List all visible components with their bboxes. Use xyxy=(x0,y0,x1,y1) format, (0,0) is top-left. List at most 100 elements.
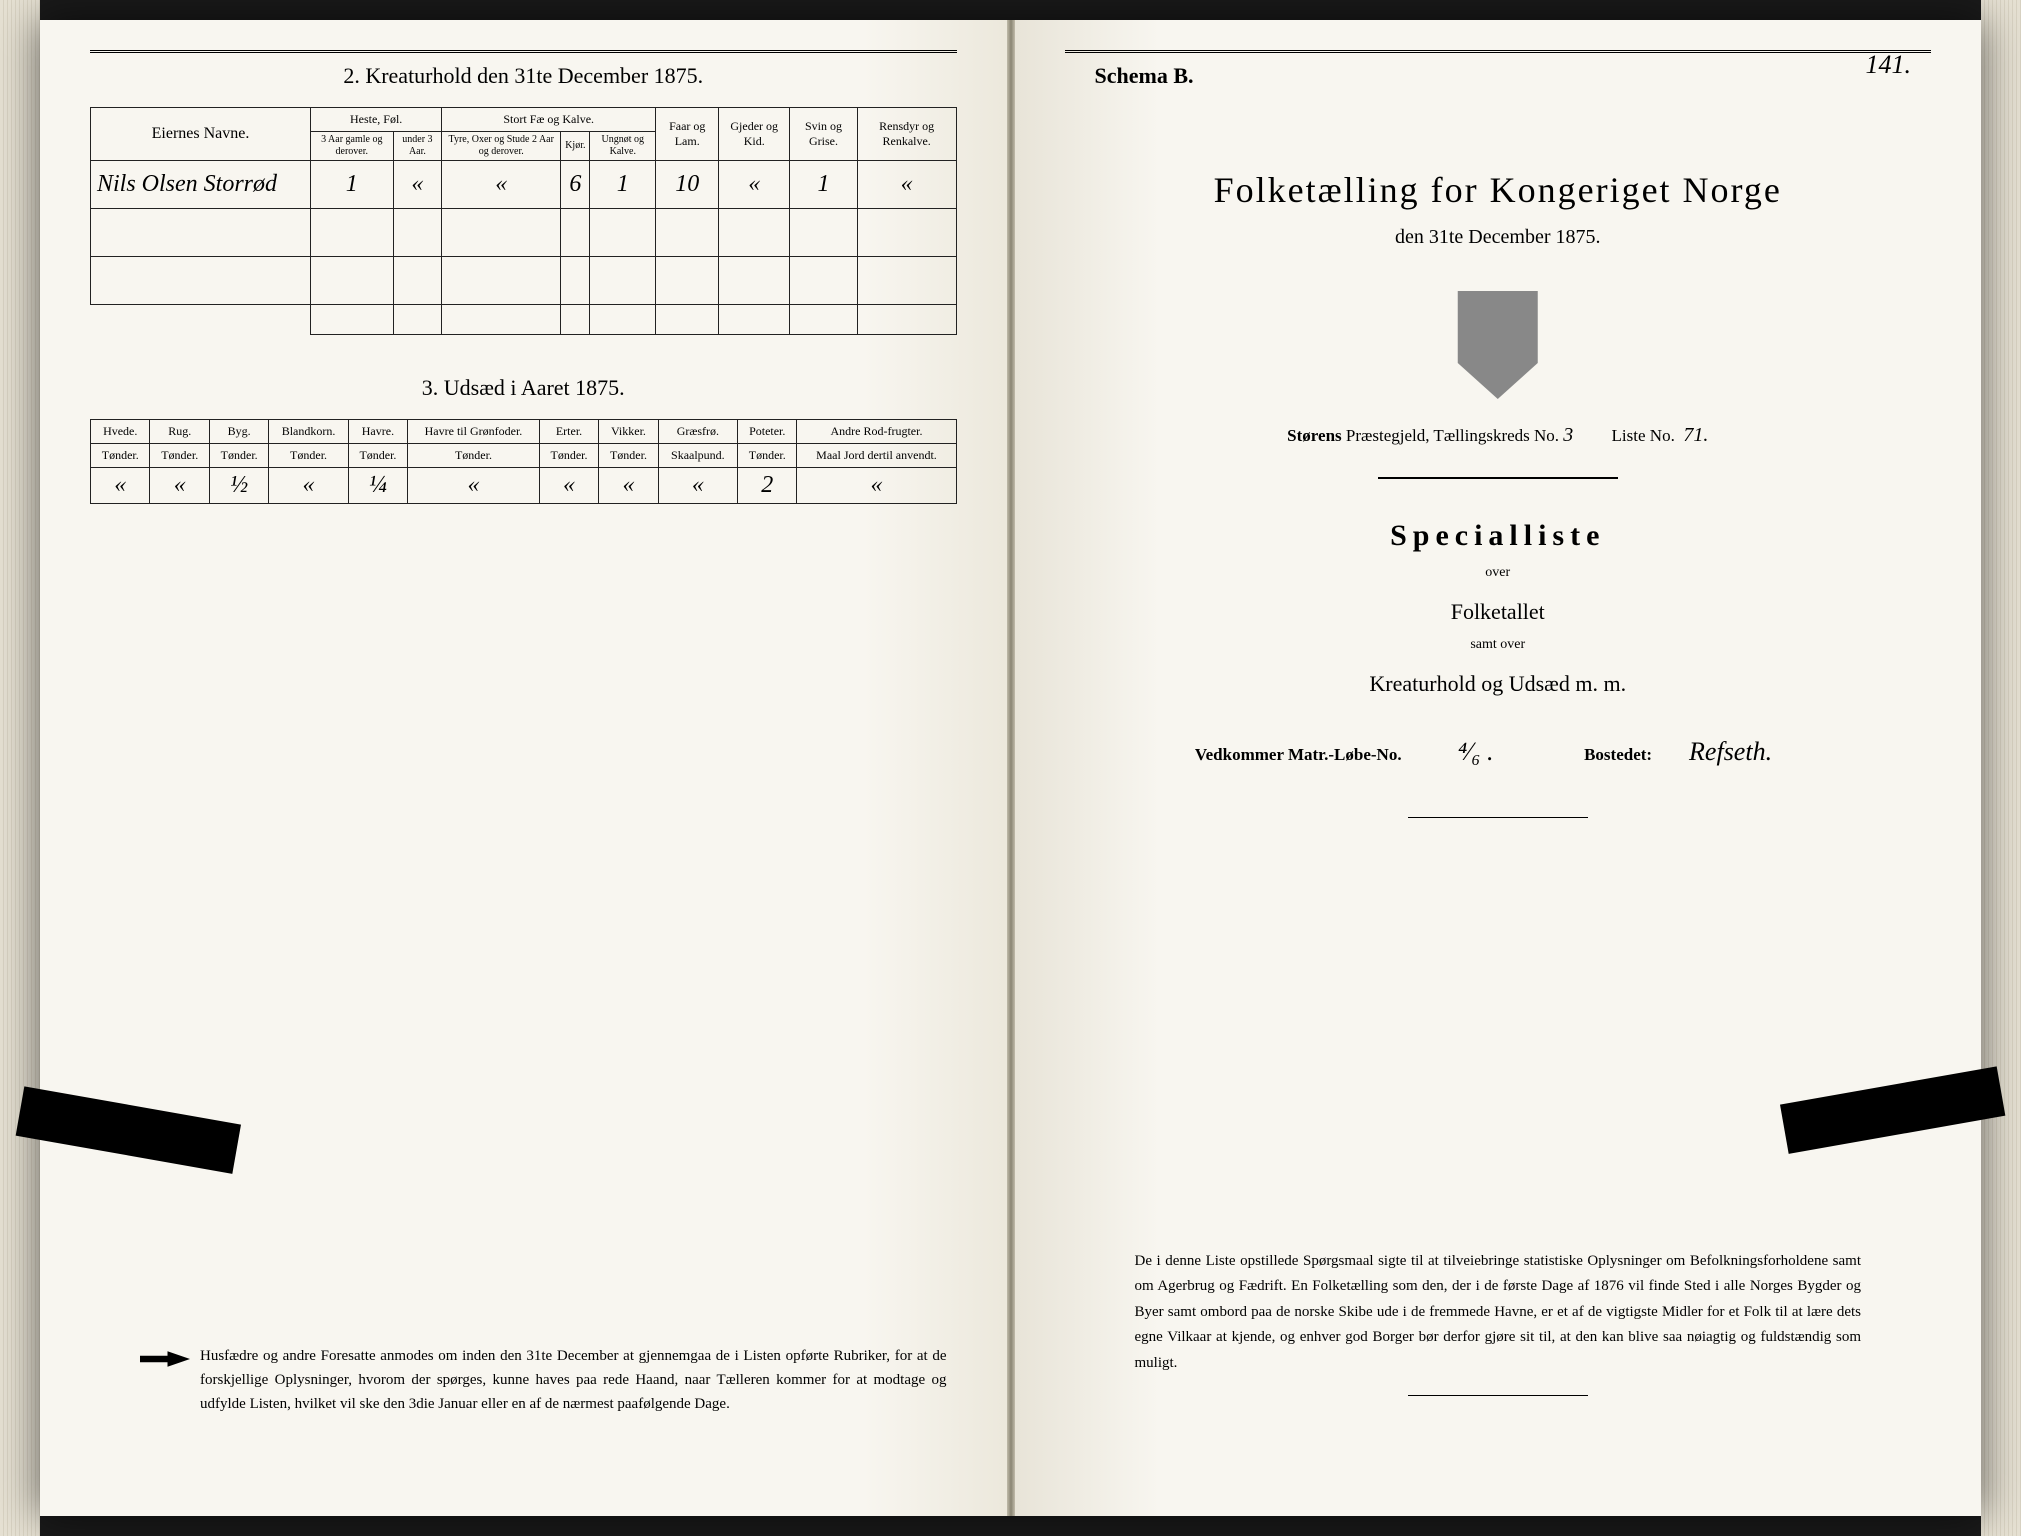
col-goat: Gjeder og Kid. xyxy=(719,108,790,161)
cell: « xyxy=(658,468,737,504)
table-row xyxy=(91,257,957,305)
col-root: Andre Rod-frugter. xyxy=(797,420,956,444)
matr-number: ⁴⁄₆ . xyxy=(1406,737,1546,767)
col-rye: Rug. xyxy=(150,420,209,444)
over-label: over xyxy=(1065,565,1932,581)
unit: Tønder. xyxy=(599,444,658,468)
col-grass: Græsfrø. xyxy=(658,420,737,444)
cell: ¼ xyxy=(348,468,407,504)
cell: « xyxy=(393,161,442,209)
schema-label: Schema B. xyxy=(1095,63,1932,89)
table-row-total xyxy=(91,305,957,335)
col-greenoats: Havre til Grønfoder. xyxy=(408,420,540,444)
sub-cattle3: Ungnøt og Kalve. xyxy=(590,132,656,161)
cell: « xyxy=(408,468,540,504)
cell: « xyxy=(91,468,150,504)
grp-cattle: Stort Fæ og Kalve. xyxy=(442,108,656,132)
book-spread: 2. Kreaturhold den 31te December 1875. E… xyxy=(40,20,1981,1516)
unit: Tønder. xyxy=(269,444,348,468)
book-edge-right xyxy=(1981,0,2021,1536)
section2-title: 2. Kreaturhold den 31te December 1875. xyxy=(90,63,957,89)
cell: 2 xyxy=(738,468,797,504)
cell: « xyxy=(599,468,658,504)
seed-table: Hvede. Rug. Byg. Blandkorn. Havre. Havre… xyxy=(90,419,957,504)
kreatur-label: Kreaturhold og Udsæd m. m. xyxy=(1065,671,1932,697)
cell: 1 xyxy=(311,161,394,209)
unit: Tønder. xyxy=(209,444,268,468)
bosted-label: Bostedet: xyxy=(1550,745,1656,764)
cell: 1 xyxy=(590,161,656,209)
bosted-name: Refseth. xyxy=(1661,737,1801,767)
unit: Skaalpund. xyxy=(658,444,737,468)
special-list-title: Specialliste xyxy=(1065,519,1932,553)
book-spine xyxy=(1007,20,1015,1516)
col-oats: Havre. xyxy=(348,420,407,444)
section3-title: 3. Udsæd i Aaret 1875. xyxy=(90,375,957,401)
sub-cattle2: Kjør. xyxy=(561,132,590,161)
grp-horse: Heste, Føl. xyxy=(311,108,442,132)
cell: 6 xyxy=(561,161,590,209)
right-footnote: De i denne Liste opstillede Spørgsmaal s… xyxy=(1135,1249,1862,1377)
unit: Tønder. xyxy=(150,444,209,468)
col-potato: Poteter. xyxy=(738,420,797,444)
sub-cattle1: Tyre, Oxer og Stude 2 Aar og derover. xyxy=(442,132,561,161)
pointing-hand-icon xyxy=(140,1348,190,1370)
sub-horse1: 3 Aar gamle og derover. xyxy=(311,132,394,161)
col-rein: Rensdyr og Renkalve. xyxy=(857,108,956,161)
owner-name: Nils Olsen Storrød xyxy=(91,161,311,209)
samt-label: samt over xyxy=(1065,637,1932,653)
col-pig: Svin og Grise. xyxy=(790,108,858,161)
divider xyxy=(1408,817,1588,818)
vedk-label: Vedkommer Matr.-Løbe-No. xyxy=(1195,745,1406,764)
cell: « xyxy=(857,161,956,209)
table-row xyxy=(91,209,957,257)
col-wheat: Hvede. xyxy=(91,420,150,444)
left-footnote: Husfædre og andre Foresatte anmodes om i… xyxy=(140,1344,947,1416)
cell: « xyxy=(269,468,348,504)
col-sheep: Faar og Lam. xyxy=(656,108,719,161)
cell: « xyxy=(797,468,956,504)
unit: Tønder. xyxy=(408,444,540,468)
parish-name: Størens xyxy=(1287,426,1341,445)
census-subtitle: den 31te December 1875. xyxy=(1065,226,1932,249)
unit: Tønder. xyxy=(539,444,598,468)
divider xyxy=(1408,1395,1588,1396)
unit: Tønder. xyxy=(348,444,407,468)
sub-horse2: under 3 Aar. xyxy=(393,132,442,161)
cell: ½ xyxy=(209,468,268,504)
folketallet-label: Folketallet xyxy=(1065,599,1932,625)
unit: Tønder. xyxy=(91,444,150,468)
cell: 1 xyxy=(790,161,858,209)
right-page: Schema B. 141. Folketælling for Kongerig… xyxy=(1015,20,1982,1516)
col-vetch: Vikker. xyxy=(599,420,658,444)
table-row: Nils Olsen Storrød 1 « « 6 1 10 « 1 « xyxy=(91,161,957,209)
cell: « xyxy=(719,161,790,209)
unit: Maal Jord dertil anvendt. xyxy=(797,444,956,468)
cell: « xyxy=(150,468,209,504)
list-number: 71. xyxy=(1683,424,1708,446)
page-number: 141. xyxy=(1866,50,1912,80)
district-number: 3 xyxy=(1563,424,1573,446)
census-title: Folketælling for Kongeriget Norge xyxy=(1065,169,1932,211)
cell: 10 xyxy=(656,161,719,209)
unit: Tønder. xyxy=(738,444,797,468)
divider xyxy=(1378,477,1618,479)
page-holder-left xyxy=(16,1086,241,1173)
col-mixed: Blandkorn. xyxy=(269,420,348,444)
col-peas: Erter. xyxy=(539,420,598,444)
table-row: « « ½ « ¼ « « « « 2 « xyxy=(91,468,957,504)
coat-of-arms-icon xyxy=(1448,279,1548,399)
book-edge-left xyxy=(0,0,40,1536)
parish-text: Præstegjeld, Tællingskreds No. xyxy=(1346,426,1563,445)
property-line: Vedkommer Matr.-Løbe-No. ⁴⁄₆ . Bostedet:… xyxy=(1065,737,1932,767)
livestock-table: Eiernes Navne. Heste, Føl. Stort Fæ og K… xyxy=(90,107,957,335)
left-page: 2. Kreaturhold den 31te December 1875. E… xyxy=(40,20,1007,1516)
col-owner: Eiernes Navne. xyxy=(91,108,311,161)
page-holder-right xyxy=(1780,1066,2005,1153)
cell: « xyxy=(442,161,561,209)
parish-line: Størens Præstegjeld, Tællingskreds No. 3… xyxy=(1065,424,1932,447)
left-footnote-text: Husfædre og andre Foresatte anmodes om i… xyxy=(200,1344,947,1416)
col-barley: Byg. xyxy=(209,420,268,444)
list-label: Liste No. xyxy=(1578,426,1680,445)
cell: « xyxy=(539,468,598,504)
